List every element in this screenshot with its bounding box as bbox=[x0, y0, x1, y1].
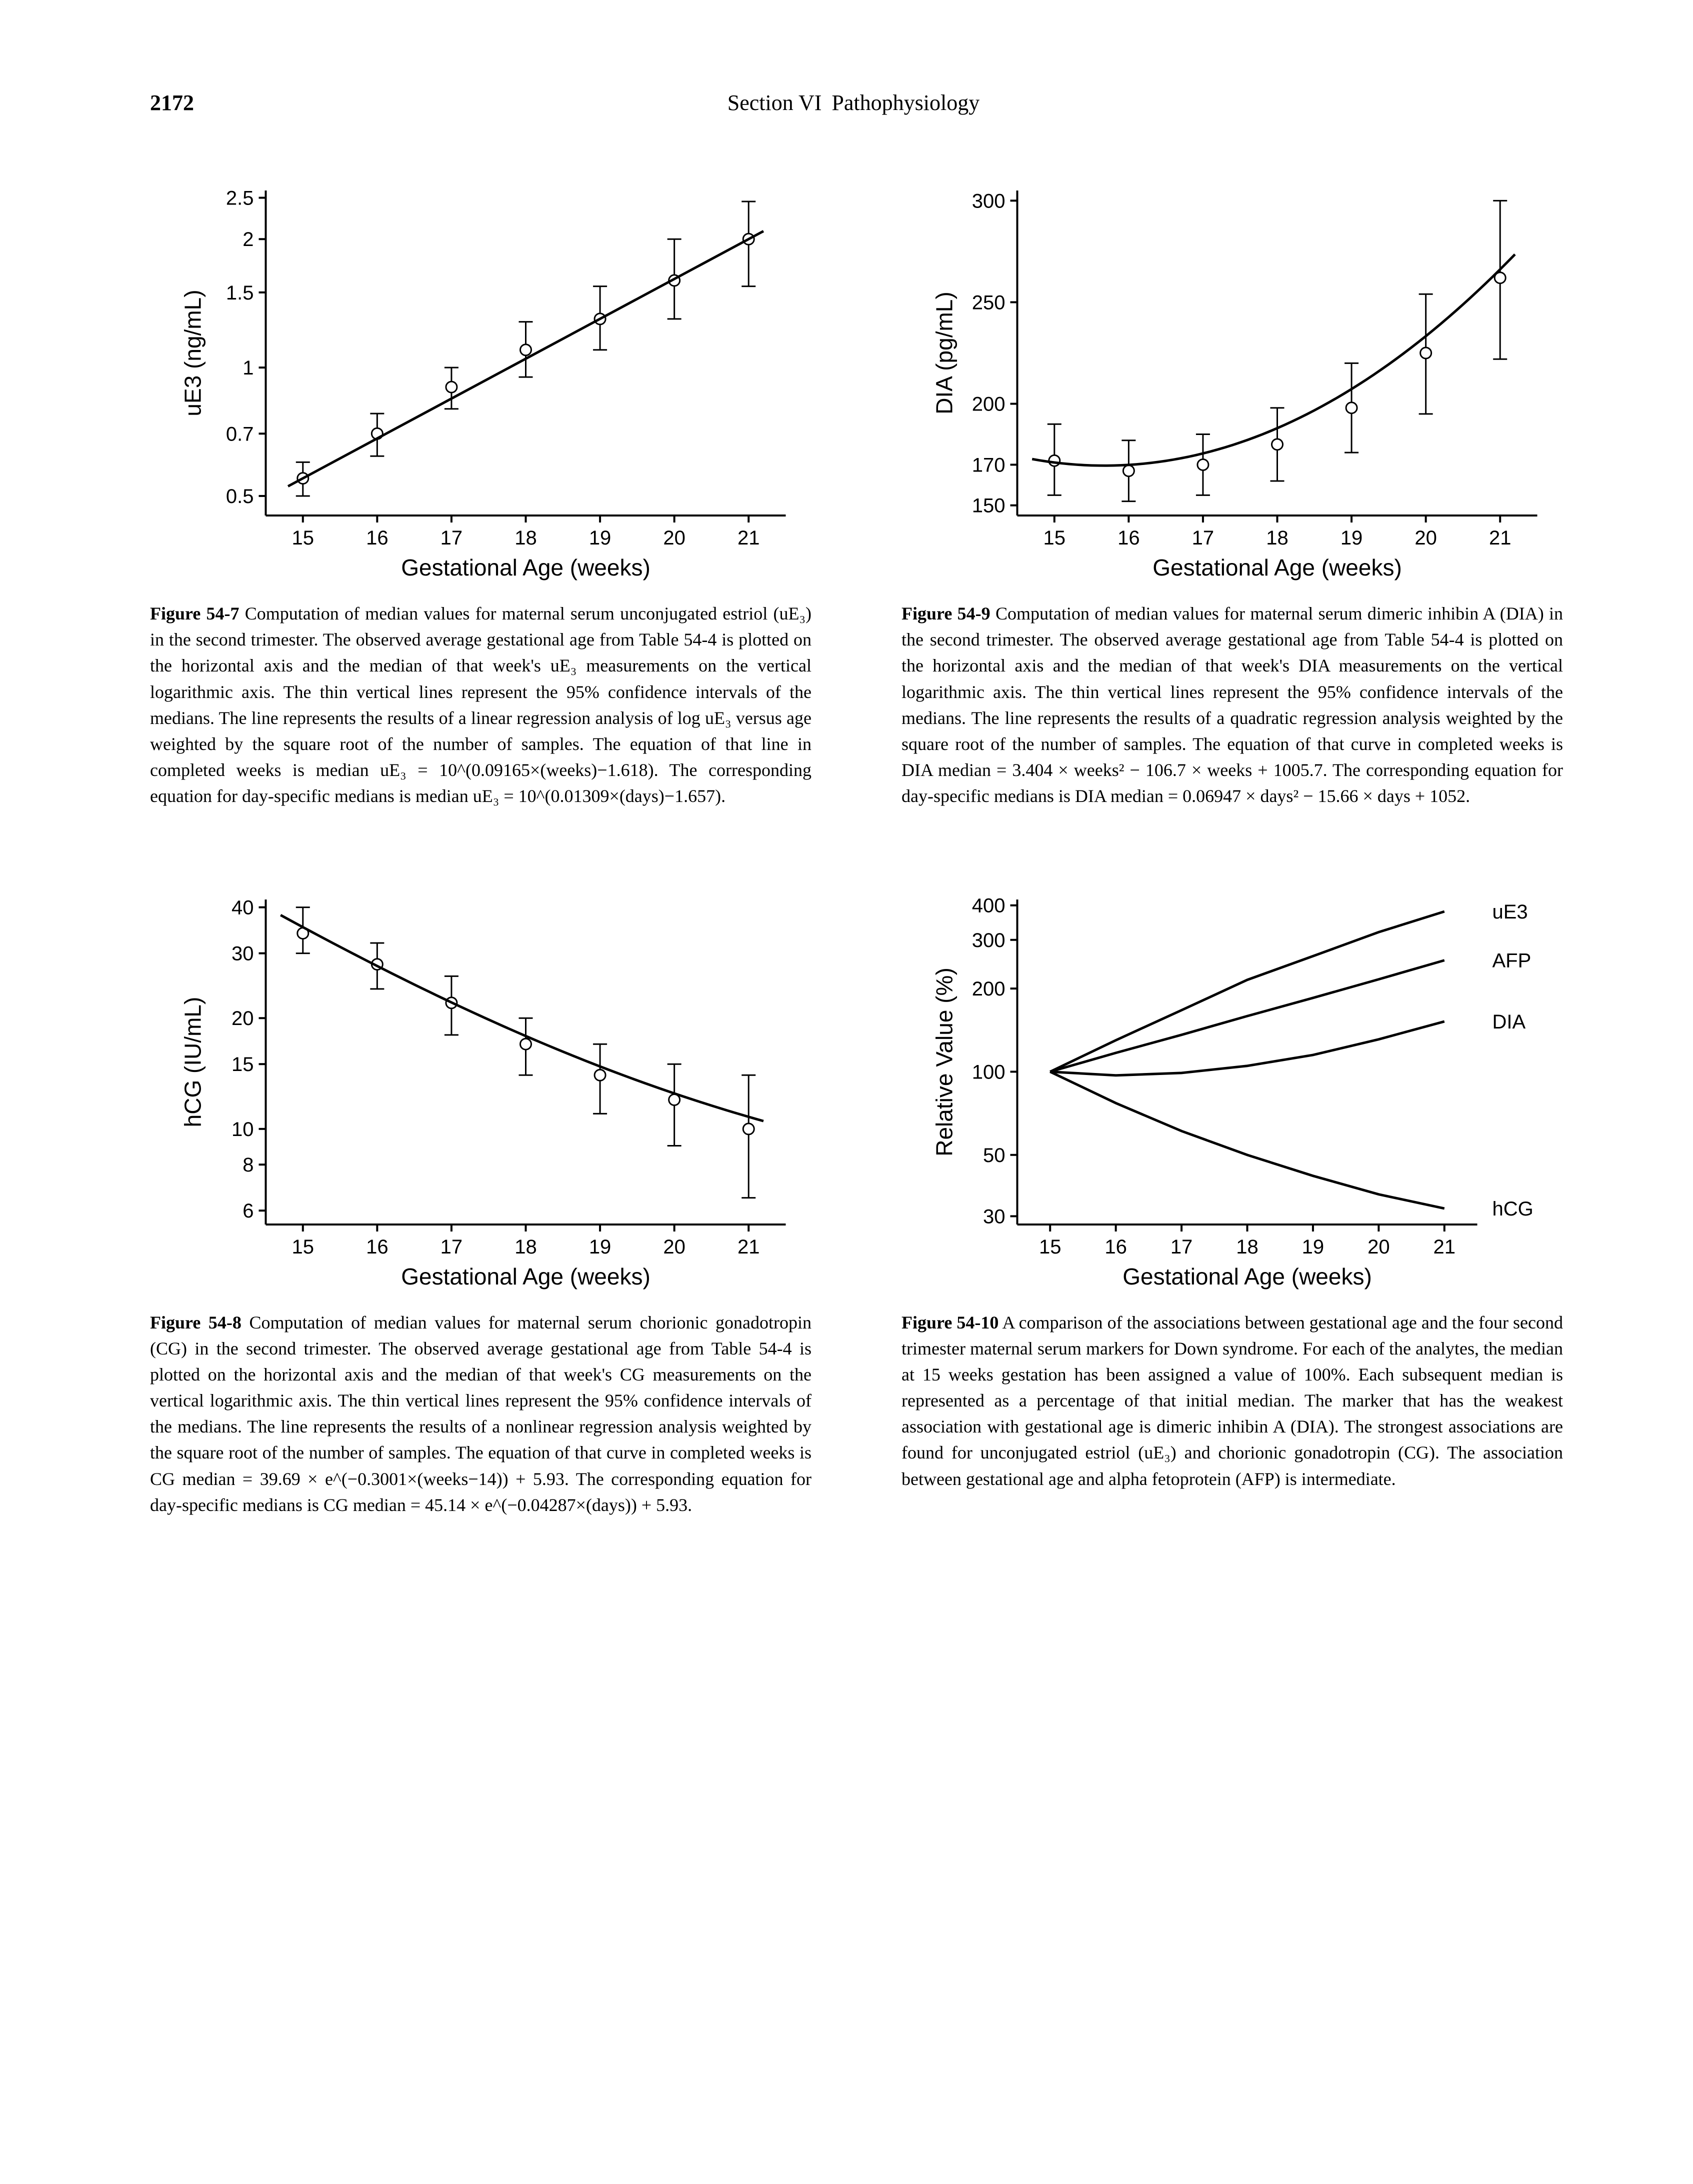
svg-text:Gestational Age (weeks): Gestational Age (weeks) bbox=[1122, 1264, 1372, 1290]
svg-text:20: 20 bbox=[1414, 527, 1437, 549]
svg-text:200: 200 bbox=[972, 394, 1006, 416]
svg-text:300: 300 bbox=[972, 929, 1006, 951]
svg-text:AFP: AFP bbox=[1492, 950, 1532, 972]
svg-text:17: 17 bbox=[1170, 1236, 1193, 1258]
svg-text:16: 16 bbox=[366, 1236, 388, 1258]
svg-text:21: 21 bbox=[1434, 1236, 1456, 1258]
svg-text:16: 16 bbox=[1104, 1236, 1127, 1258]
svg-text:2.5: 2.5 bbox=[226, 188, 254, 210]
svg-text:17: 17 bbox=[440, 1236, 463, 1258]
svg-text:16: 16 bbox=[1118, 527, 1140, 549]
svg-text:Relative Value (%): Relative Value (%) bbox=[932, 968, 958, 1156]
svg-text:19: 19 bbox=[589, 1236, 612, 1258]
figure-grid: 15 16 17 18 19 20 21 0.5 0.7 1 1.5 2 2.5 Gestational … bbox=[150, 176, 1563, 1518]
svg-text:150: 150 bbox=[972, 495, 1006, 517]
caption-54-10: Figure 54-10 A comparison of the associa… bbox=[902, 1310, 1563, 1492]
svg-text:19: 19 bbox=[1340, 527, 1363, 549]
svg-text:18: 18 bbox=[1236, 1236, 1258, 1258]
svg-text:DIA: DIA bbox=[1492, 1010, 1526, 1032]
svg-text:1.5: 1.5 bbox=[226, 282, 254, 304]
figure-54-10: 15 16 17 18 19 20 21 30 50 100 200 300 400 Gestationa… bbox=[902, 884, 1563, 1518]
svg-text:18: 18 bbox=[1266, 527, 1288, 549]
svg-text:20: 20 bbox=[663, 527, 686, 549]
svg-text:20: 20 bbox=[232, 1008, 254, 1030]
svg-text:30: 30 bbox=[983, 1206, 1006, 1228]
svg-text:400: 400 bbox=[972, 894, 1006, 916]
svg-text:21: 21 bbox=[1489, 527, 1512, 549]
svg-text:15: 15 bbox=[292, 1236, 314, 1258]
svg-text:17: 17 bbox=[1192, 527, 1214, 549]
svg-text:0.7: 0.7 bbox=[226, 423, 254, 445]
svg-text:15: 15 bbox=[232, 1054, 254, 1076]
section-title: Section VIPathophysiology bbox=[728, 90, 980, 116]
svg-text:18: 18 bbox=[514, 527, 537, 549]
svg-text:8: 8 bbox=[242, 1154, 254, 1176]
svg-text:18: 18 bbox=[514, 1236, 537, 1258]
caption-54-7: Figure 54-7 Computation of median values… bbox=[150, 600, 812, 810]
svg-text:300: 300 bbox=[972, 190, 1006, 212]
svg-text:170: 170 bbox=[972, 454, 1006, 476]
caption-54-9: Figure 54-9 Computation of median values… bbox=[902, 600, 1563, 810]
chart-hcg: 15 16 17 18 19 20 21 6 8 10 15 20 30 40 Gestational Ag… bbox=[150, 884, 812, 1294]
figure-54-7: 15 16 17 18 19 20 21 0.5 0.7 1 1.5 2 2.5 Gestational … bbox=[150, 176, 812, 810]
svg-text:200: 200 bbox=[972, 978, 1006, 1000]
svg-text:17: 17 bbox=[440, 527, 463, 549]
svg-text:15: 15 bbox=[1044, 527, 1066, 549]
svg-text:20: 20 bbox=[663, 1236, 686, 1258]
svg-text:Gestational Age (weeks): Gestational Age (weeks) bbox=[401, 1264, 650, 1290]
svg-text:20: 20 bbox=[1368, 1236, 1390, 1258]
svg-text:hCG: hCG bbox=[1492, 1198, 1534, 1220]
figure-54-9: 15 16 17 18 19 20 21 150 170 200 250 300 Gestational… bbox=[902, 176, 1563, 810]
svg-text:40: 40 bbox=[232, 896, 254, 918]
svg-text:uE3: uE3 bbox=[1492, 901, 1528, 923]
svg-text:Gestational Age (weeks): Gestational Age (weeks) bbox=[401, 554, 650, 580]
svg-text:100: 100 bbox=[972, 1061, 1006, 1083]
svg-text:10: 10 bbox=[232, 1118, 254, 1140]
chart-relative: 15 16 17 18 19 20 21 30 50 100 200 300 400 Gestationa… bbox=[902, 884, 1563, 1294]
svg-text:15: 15 bbox=[292, 527, 314, 549]
svg-text:DIA (pg/mL): DIA (pg/mL) bbox=[932, 292, 958, 414]
svg-text:15: 15 bbox=[1039, 1236, 1062, 1258]
svg-text:Gestational Age (weeks): Gestational Age (weeks) bbox=[1152, 554, 1402, 580]
svg-text:uE3 (ng/mL): uE3 (ng/mL) bbox=[180, 290, 206, 416]
svg-text:6: 6 bbox=[242, 1200, 254, 1222]
figure-54-8: 15 16 17 18 19 20 21 6 8 10 15 20 30 40 Gestational Ag… bbox=[150, 884, 812, 1518]
svg-text:21: 21 bbox=[738, 1236, 760, 1258]
svg-text:hCG (IU/mL): hCG (IU/mL) bbox=[180, 996, 206, 1127]
caption-54-8: Figure 54-8 Computation of median values… bbox=[150, 1310, 812, 1518]
svg-text:19: 19 bbox=[589, 527, 612, 549]
svg-text:250: 250 bbox=[972, 292, 1006, 314]
svg-text:2: 2 bbox=[242, 228, 254, 250]
svg-text:1: 1 bbox=[242, 357, 254, 379]
page-header: 2172 Section VIPathophysiology bbox=[150, 90, 1563, 116]
chart-ue3: 15 16 17 18 19 20 21 0.5 0.7 1 1.5 2 2.5 Gestational … bbox=[150, 176, 812, 586]
svg-text:16: 16 bbox=[366, 527, 388, 549]
svg-text:0.5: 0.5 bbox=[226, 486, 254, 508]
chart-dia: 15 16 17 18 19 20 21 150 170 200 250 300 Gestational… bbox=[902, 176, 1563, 586]
svg-text:30: 30 bbox=[232, 942, 254, 964]
svg-text:50: 50 bbox=[983, 1144, 1006, 1166]
svg-text:21: 21 bbox=[738, 527, 760, 549]
svg-text:19: 19 bbox=[1302, 1236, 1324, 1258]
page-number: 2172 bbox=[150, 90, 194, 116]
